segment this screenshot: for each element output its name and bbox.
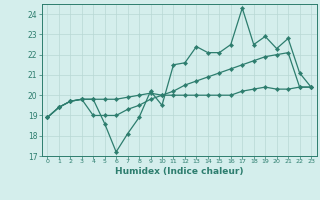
X-axis label: Humidex (Indice chaleur): Humidex (Indice chaleur) xyxy=(115,167,244,176)
